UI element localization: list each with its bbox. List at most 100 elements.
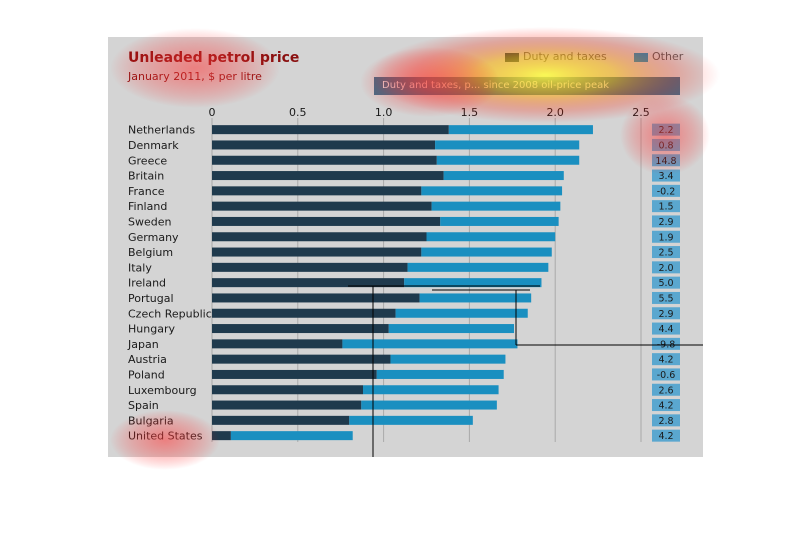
bar-duty bbox=[212, 140, 436, 150]
bar-other bbox=[419, 293, 532, 303]
bar-duty bbox=[212, 293, 420, 303]
change-value: 14.8 bbox=[655, 156, 676, 167]
change-value-box bbox=[652, 322, 680, 335]
category-label: Finland bbox=[128, 200, 167, 213]
category-label: Italy bbox=[128, 261, 152, 274]
category-label: United States bbox=[128, 430, 203, 443]
category-label: Luxembourg bbox=[128, 384, 197, 397]
x-tick-label: 2.0 bbox=[546, 106, 564, 119]
bar-duty bbox=[212, 247, 422, 257]
bar-other bbox=[376, 369, 504, 379]
change-value-box bbox=[652, 368, 680, 381]
bar-other bbox=[388, 324, 515, 334]
change-value-box bbox=[652, 291, 680, 304]
bar-other bbox=[435, 140, 580, 150]
chart-subtitle: January 2011, $ per litre bbox=[128, 70, 262, 83]
bar-duty bbox=[212, 232, 427, 242]
change-value: 5.0 bbox=[658, 278, 673, 289]
category-label: Britain bbox=[128, 170, 164, 183]
bar-duty bbox=[212, 216, 441, 226]
bar-other bbox=[440, 216, 559, 226]
bar-duty bbox=[212, 155, 437, 165]
change-value-box bbox=[652, 215, 680, 228]
bar-other bbox=[436, 155, 580, 165]
bar-duty bbox=[212, 171, 444, 181]
category-label: Greece bbox=[128, 154, 167, 167]
bar-other bbox=[421, 247, 552, 257]
change-value: 1.9 bbox=[658, 232, 673, 243]
legend-item-duty: Duty and taxes bbox=[505, 50, 607, 63]
change-value-box bbox=[652, 414, 680, 427]
category-label: Spain bbox=[128, 399, 159, 412]
change-value-box bbox=[652, 337, 680, 350]
change-value: 4.2 bbox=[658, 431, 673, 442]
change-value-box bbox=[652, 429, 680, 442]
legend-item-other: Other bbox=[634, 50, 683, 63]
change-value: 2.9 bbox=[658, 217, 673, 228]
bar-other bbox=[404, 278, 542, 288]
legend-label-duty: Duty and taxes bbox=[523, 50, 607, 63]
change-value-box bbox=[652, 184, 680, 197]
change-value: 1.5 bbox=[658, 202, 673, 213]
change-value: 4.2 bbox=[658, 401, 673, 412]
bar-other bbox=[426, 232, 556, 242]
bar-other bbox=[443, 171, 564, 181]
category-label: Hungary bbox=[128, 323, 175, 336]
change-value: 2.5 bbox=[658, 248, 673, 259]
bar-duty bbox=[212, 400, 362, 410]
change-value: 2.8 bbox=[658, 416, 673, 427]
change-value: 0.8 bbox=[658, 140, 673, 151]
change-value-box bbox=[652, 276, 680, 289]
change-column-header: Duty and taxes, p... since 2008 oil-pric… bbox=[374, 77, 680, 95]
change-value: -0.6 bbox=[657, 370, 676, 381]
change-value-box bbox=[652, 230, 680, 243]
bar-duty bbox=[212, 369, 377, 379]
category-label: Japan bbox=[127, 338, 159, 351]
change-value-box bbox=[652, 383, 680, 396]
change-value: 2.6 bbox=[658, 385, 673, 396]
change-value: 4.4 bbox=[658, 324, 673, 335]
bar-other bbox=[448, 125, 593, 135]
category-label: Poland bbox=[128, 368, 165, 381]
bar-other bbox=[349, 415, 473, 425]
bar-duty bbox=[212, 125, 449, 135]
bar-duty bbox=[212, 339, 343, 349]
category-label: Portugal bbox=[128, 292, 174, 305]
change-value-box bbox=[652, 246, 680, 259]
bar-duty bbox=[212, 201, 432, 211]
change-value: -0.2 bbox=[657, 186, 676, 197]
bar-duty bbox=[212, 262, 408, 272]
bar-other bbox=[342, 339, 518, 349]
bar-other bbox=[361, 400, 497, 410]
bar-other bbox=[421, 186, 563, 196]
category-label: France bbox=[128, 185, 165, 198]
bar-duty bbox=[212, 324, 389, 334]
x-tick-label: 0.5 bbox=[289, 106, 307, 119]
bar-other bbox=[431, 201, 561, 211]
chart-title: Unleaded petrol price bbox=[128, 50, 300, 66]
legend-swatch-other bbox=[634, 52, 648, 62]
category-label: Sweden bbox=[128, 215, 171, 228]
category-label: Belgium bbox=[128, 246, 173, 259]
bar-duty bbox=[212, 431, 231, 441]
category-label: Denmark bbox=[128, 139, 179, 152]
bar-other bbox=[407, 262, 549, 272]
change-value-box bbox=[652, 200, 680, 213]
category-label: Germany bbox=[128, 231, 179, 244]
category-label: Bulgaria bbox=[128, 414, 174, 427]
x-tick-label: 2.5 bbox=[632, 106, 650, 119]
change-value: 2.0 bbox=[658, 263, 673, 274]
legend-label-other: Other bbox=[652, 50, 684, 63]
change-value: 2.9 bbox=[658, 309, 673, 320]
bar-duty bbox=[212, 415, 350, 425]
x-tick-label: 1.0 bbox=[375, 106, 393, 119]
x-tick-label: 1.5 bbox=[461, 106, 479, 119]
bar-duty bbox=[212, 354, 391, 364]
change-value-box bbox=[652, 307, 680, 320]
change-value: 3.4 bbox=[658, 171, 673, 182]
bar-duty bbox=[212, 385, 364, 395]
change-value: 2.2 bbox=[658, 125, 673, 136]
bar-duty bbox=[212, 278, 405, 288]
change-value-box bbox=[652, 353, 680, 366]
category-label: Ireland bbox=[128, 277, 166, 290]
